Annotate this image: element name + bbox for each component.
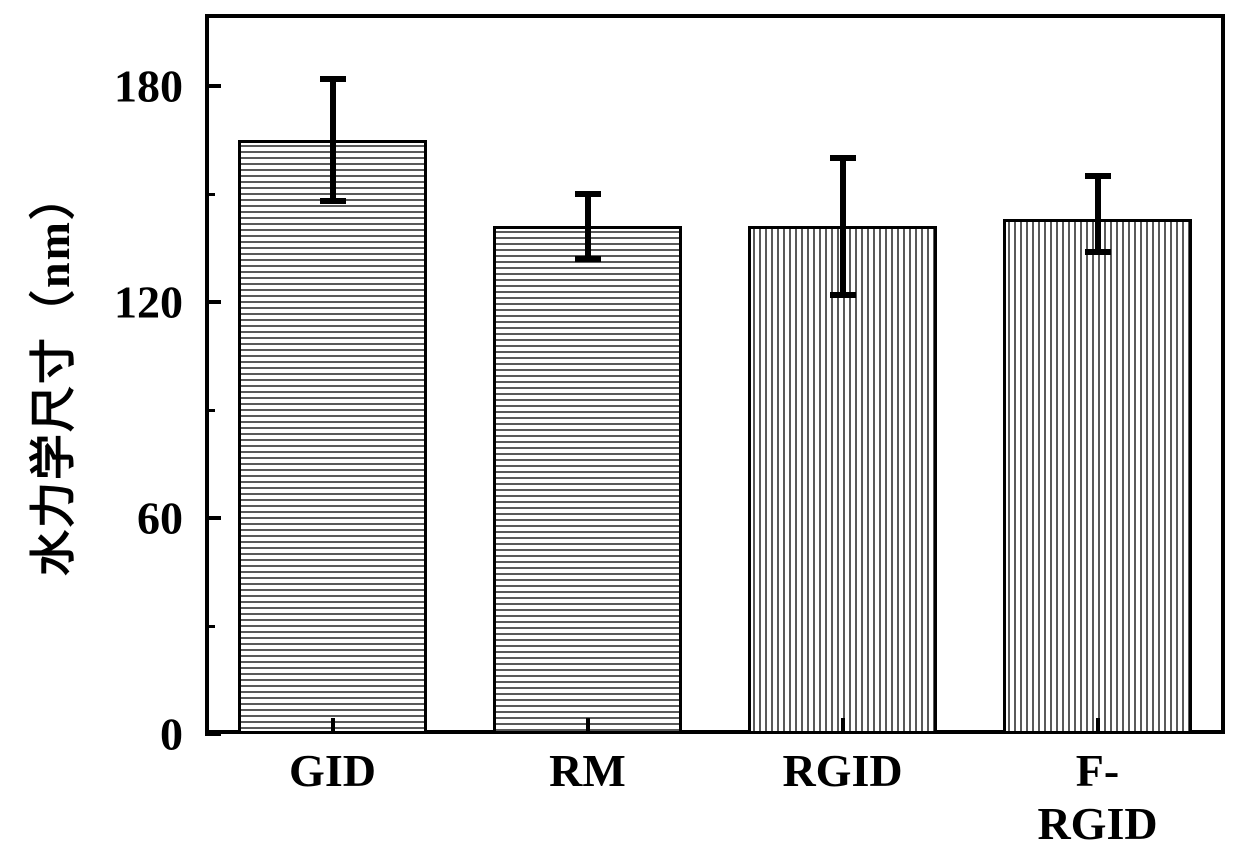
errorbar-cap-bottom	[320, 198, 346, 204]
errorbar-line	[1095, 176, 1101, 252]
errorbar-line	[840, 158, 846, 295]
errorbar-cap-bottom	[1085, 249, 1111, 255]
bar-RGID	[748, 226, 937, 734]
category-label-RM: RM	[549, 744, 626, 797]
errorbar-cap-top	[575, 191, 601, 197]
y-major-tick	[205, 300, 221, 304]
errorbar-cap-bottom	[830, 292, 856, 298]
hydrodynamic-size-bar-chart: 060120180水力学尺寸（nm）GIDRMRGIDF-RGID	[0, 0, 1240, 807]
y-minor-tick	[205, 625, 215, 628]
errorbar-line	[330, 79, 336, 201]
y-major-tick	[205, 516, 221, 520]
y-major-tick	[205, 732, 221, 736]
x-major-tick	[841, 718, 845, 734]
x-major-tick	[586, 718, 590, 734]
errorbar-cap-top	[830, 155, 856, 161]
y-tick-label: 0	[0, 708, 183, 761]
category-label-RGID: RGID	[782, 744, 902, 797]
bar-GID	[238, 140, 427, 734]
y-minor-tick	[205, 193, 215, 196]
errorbar-cap-bottom	[575, 256, 601, 262]
errorbar-cap-top	[1085, 173, 1111, 179]
category-label-F-RGID: F-RGID	[1026, 744, 1169, 850]
category-label-GID: GID	[289, 744, 376, 797]
errorbar-line	[585, 194, 591, 259]
y-tick-label: 180	[0, 60, 183, 113]
y-minor-tick	[205, 409, 215, 412]
x-major-tick	[331, 718, 335, 734]
y-major-tick	[205, 84, 221, 88]
bar-F-RGID	[1003, 219, 1192, 734]
x-major-tick	[1096, 718, 1100, 734]
errorbar-cap-top	[320, 76, 346, 82]
bar-RM	[493, 226, 682, 734]
y-axis-title: 水力学尺寸（nm）	[17, 172, 83, 576]
